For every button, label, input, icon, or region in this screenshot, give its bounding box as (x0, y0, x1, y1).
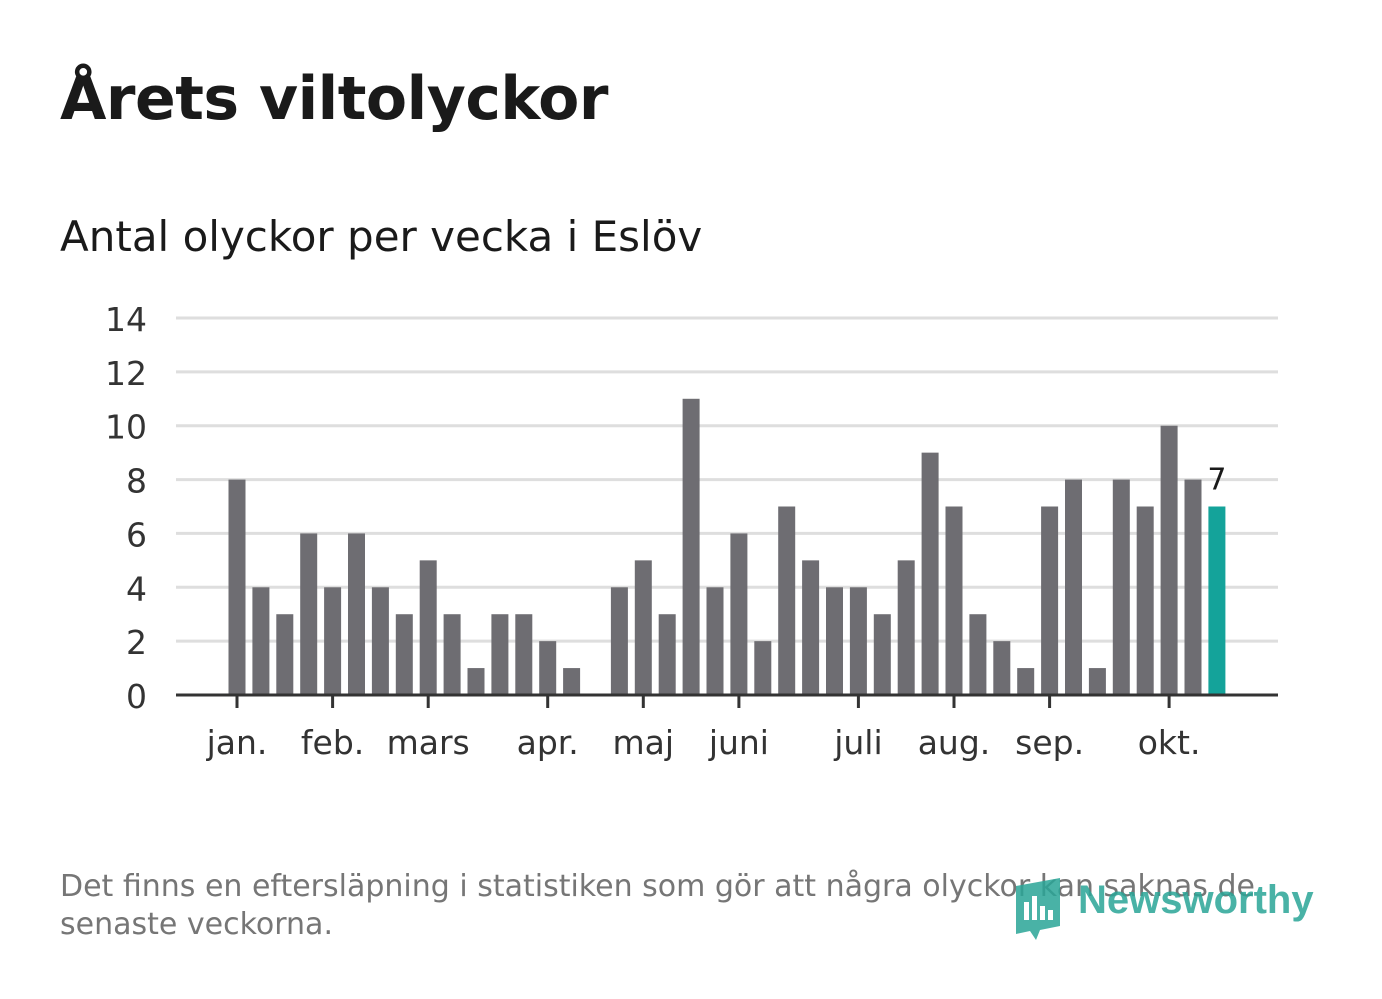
highlight-value-label: 7 (1207, 463, 1226, 498)
month-label: sep. (1015, 723, 1084, 762)
bar (252, 587, 270, 695)
bar (634, 560, 652, 695)
bar (1065, 479, 1082, 695)
bar (419, 560, 437, 695)
month-label: jan. (206, 723, 268, 762)
bar (778, 506, 796, 695)
month-label: juli (833, 723, 882, 762)
bar (491, 614, 509, 695)
y-tick-label: 14 (105, 300, 147, 339)
y-tick-label: 12 (105, 354, 147, 393)
month-label: mars (387, 723, 470, 762)
chart-subtitle: Antal olyckor per vecka i Eslöv (60, 212, 703, 261)
bar (826, 587, 843, 695)
bar (1088, 668, 1106, 695)
bar (563, 668, 581, 695)
month-label: feb. (301, 723, 364, 762)
bar (1041, 506, 1059, 695)
bar (1136, 506, 1154, 695)
bar (945, 506, 963, 695)
bar (754, 641, 772, 695)
bar (873, 614, 891, 695)
y-tick-label: 4 (126, 569, 147, 608)
logo-icon (1016, 878, 1060, 940)
gridlines (176, 316, 1278, 643)
bar (348, 533, 365, 695)
month-label: maj (613, 723, 675, 762)
chart-title: Årets viltolyckor (60, 64, 609, 134)
bar (300, 533, 318, 695)
bar-highlight (1208, 506, 1226, 695)
bar (276, 614, 294, 695)
bar (802, 560, 820, 695)
bar (1017, 668, 1035, 695)
bar (228, 479, 246, 695)
bar (515, 614, 533, 695)
bar (324, 587, 342, 695)
data-labels: 7 (1207, 463, 1226, 498)
y-tick-label: 6 (126, 515, 147, 554)
bar (610, 587, 628, 695)
bar (849, 587, 867, 695)
month-label: aug. (918, 723, 991, 762)
y-tick-label: 2 (126, 623, 147, 662)
bar (993, 641, 1011, 695)
bar (706, 587, 724, 695)
y-tick-label: 10 (105, 408, 147, 447)
logo-text: Newsworthy (1078, 878, 1314, 922)
bar (682, 398, 700, 695)
bar (1112, 479, 1130, 695)
month-label: juni (708, 723, 769, 762)
month-label: okt. (1138, 723, 1201, 762)
bar (395, 614, 413, 695)
bars (228, 398, 1226, 695)
bar (371, 587, 389, 695)
bar (539, 641, 557, 695)
y-tick-label: 0 (126, 677, 147, 716)
month-label: apr. (517, 723, 579, 762)
bar (658, 614, 676, 695)
x-axis: jan. feb. mars apr. maj juni juli aug. sep. okt. (176, 693, 1278, 762)
bar (1184, 479, 1202, 695)
newsworthy-logo: Newsworthy (1010, 872, 1330, 944)
bar (1160, 425, 1178, 695)
bar (969, 614, 987, 695)
bar (921, 452, 939, 695)
bar (730, 533, 748, 695)
bar (443, 614, 461, 695)
bar (897, 560, 915, 695)
y-tick-label: 8 (126, 462, 147, 501)
y-axis-ticks: 0 2 4 6 8 10 12 14 (105, 300, 147, 716)
bar (467, 668, 485, 695)
